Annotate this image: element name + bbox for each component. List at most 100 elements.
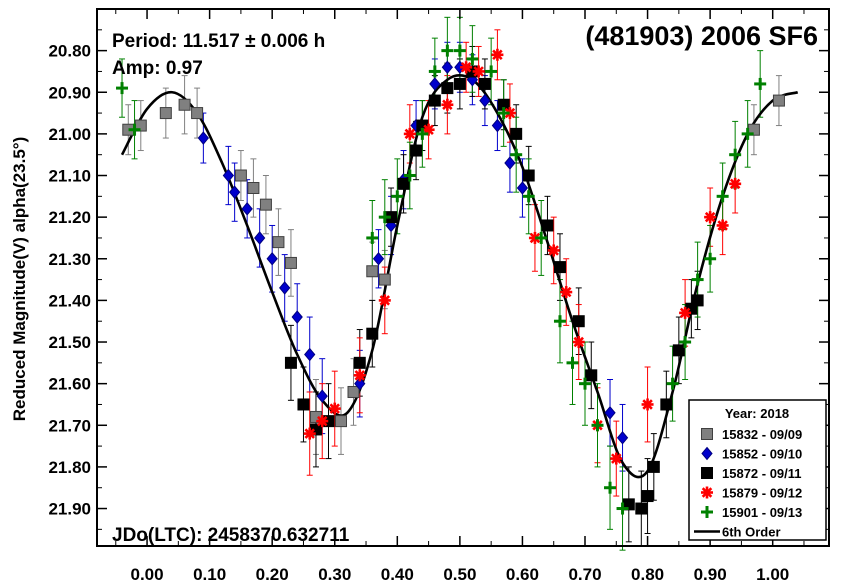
data-point — [553, 315, 566, 328]
data-point — [254, 231, 266, 245]
data-point — [535, 231, 548, 244]
data-point — [441, 98, 454, 111]
data-point — [604, 481, 617, 494]
data-point — [316, 389, 328, 403]
data-point — [635, 502, 648, 515]
y-tick-label: 21.60 — [48, 375, 91, 394]
legend-item-fit: 6th Order — [694, 525, 781, 540]
data-point — [353, 369, 366, 382]
data-point — [585, 369, 598, 382]
data-point — [572, 336, 585, 349]
x-tick-label: 0.00 — [131, 565, 164, 584]
data-point — [366, 327, 379, 340]
data-point — [704, 211, 717, 224]
data-point — [510, 127, 523, 140]
data-point — [741, 127, 754, 140]
legend-marker — [701, 467, 713, 479]
y-tick-label: 21.00 — [48, 125, 91, 144]
amplitude-annotation: Amp: 0.97 — [112, 58, 203, 79]
data-point — [466, 52, 479, 65]
data-point — [547, 244, 560, 257]
data-point — [541, 219, 554, 232]
data-point — [410, 144, 423, 157]
x-tick-label: 0.20 — [256, 565, 289, 584]
data-point — [372, 251, 385, 266]
data-point — [772, 94, 785, 107]
data-point — [604, 406, 616, 420]
x-tick-label: 0.30 — [318, 565, 351, 584]
data-point — [335, 415, 347, 428]
data-point — [328, 402, 341, 415]
x-axis-ticks: 0.00 0.10 0.20 0.30 0.40 0.50 0.60 0.70 0.80 0.90… — [115, 9, 805, 584]
data-point — [504, 156, 516, 170]
data-point — [378, 211, 391, 224]
x-tick-label: 0.80 — [631, 565, 664, 584]
data-point — [754, 77, 767, 90]
legend-label: 15832 - 09/09 — [722, 427, 802, 442]
data-point — [566, 356, 579, 369]
data-point — [304, 347, 316, 362]
data-point — [672, 344, 685, 357]
data-point — [403, 127, 416, 140]
fit-curve-layer — [120, 74, 799, 479]
data-point — [291, 310, 303, 324]
data-point — [366, 231, 379, 244]
data-point — [247, 182, 260, 194]
data-point — [259, 198, 272, 211]
x-tick-label: 0.60 — [506, 565, 539, 584]
data-point — [403, 169, 416, 182]
data-point — [416, 127, 429, 140]
data-point — [591, 419, 604, 432]
x-tick-label: 1.00 — [756, 565, 789, 584]
data-point — [516, 181, 529, 195]
legend-title: Year: 2018 — [725, 406, 789, 421]
y-tick-label: 21.30 — [48, 250, 91, 269]
y-tick-label: 21.10 — [48, 167, 91, 186]
data-point — [378, 273, 391, 286]
data-point — [116, 82, 129, 95]
data-point — [284, 356, 297, 369]
data-point — [441, 60, 454, 75]
data-point — [460, 61, 473, 74]
legend-marker — [701, 506, 713, 518]
data-point — [579, 377, 591, 390]
data-point — [284, 256, 297, 269]
data-point — [428, 94, 441, 107]
period-annotation: Period: 11.517 ± 0.006 h — [112, 31, 325, 52]
data-point — [679, 336, 692, 349]
data-point — [641, 398, 654, 411]
data-point — [266, 251, 278, 266]
legend-items: 15832 - 09/09 15852 - 09/10 15872 - 09/11 1… — [694, 427, 802, 540]
x-tick-label: 0.50 — [443, 565, 476, 584]
data-point — [441, 44, 454, 57]
y-tick-label: 21.20 — [48, 208, 91, 227]
data-point — [716, 219, 729, 232]
data-point — [279, 281, 291, 295]
legend-item: 15832 - 09/09 — [701, 427, 802, 442]
x-tick-label: 0.40 — [381, 565, 414, 584]
data-points-layer — [116, 44, 785, 515]
x-tick-label: 0.70 — [568, 565, 601, 584]
legend-label: 15901 - 09/13 — [722, 505, 802, 520]
data-point — [366, 265, 379, 278]
data-point — [522, 190, 535, 203]
data-point — [616, 430, 629, 445]
data-point — [472, 65, 485, 78]
y-tick-label: 20.80 — [48, 42, 91, 61]
legend-marker — [701, 446, 713, 461]
data-point — [353, 356, 366, 369]
data-point — [485, 65, 498, 78]
data-point — [316, 415, 329, 428]
y-tick-label: 21.90 — [48, 500, 91, 519]
y-axis-label: Reduced Magnitude(V) alpha(23.5°) — [10, 137, 29, 422]
error-bars-layer — [119, 16, 782, 551]
data-point — [191, 107, 204, 120]
legend-marker — [701, 486, 713, 499]
data-point — [397, 177, 410, 190]
x-tick-label: 0.90 — [694, 565, 727, 584]
jdo-annotation: JDo(LTC): 2458370.632711 — [112, 525, 350, 546]
data-point — [159, 107, 172, 120]
data-point — [428, 65, 441, 78]
